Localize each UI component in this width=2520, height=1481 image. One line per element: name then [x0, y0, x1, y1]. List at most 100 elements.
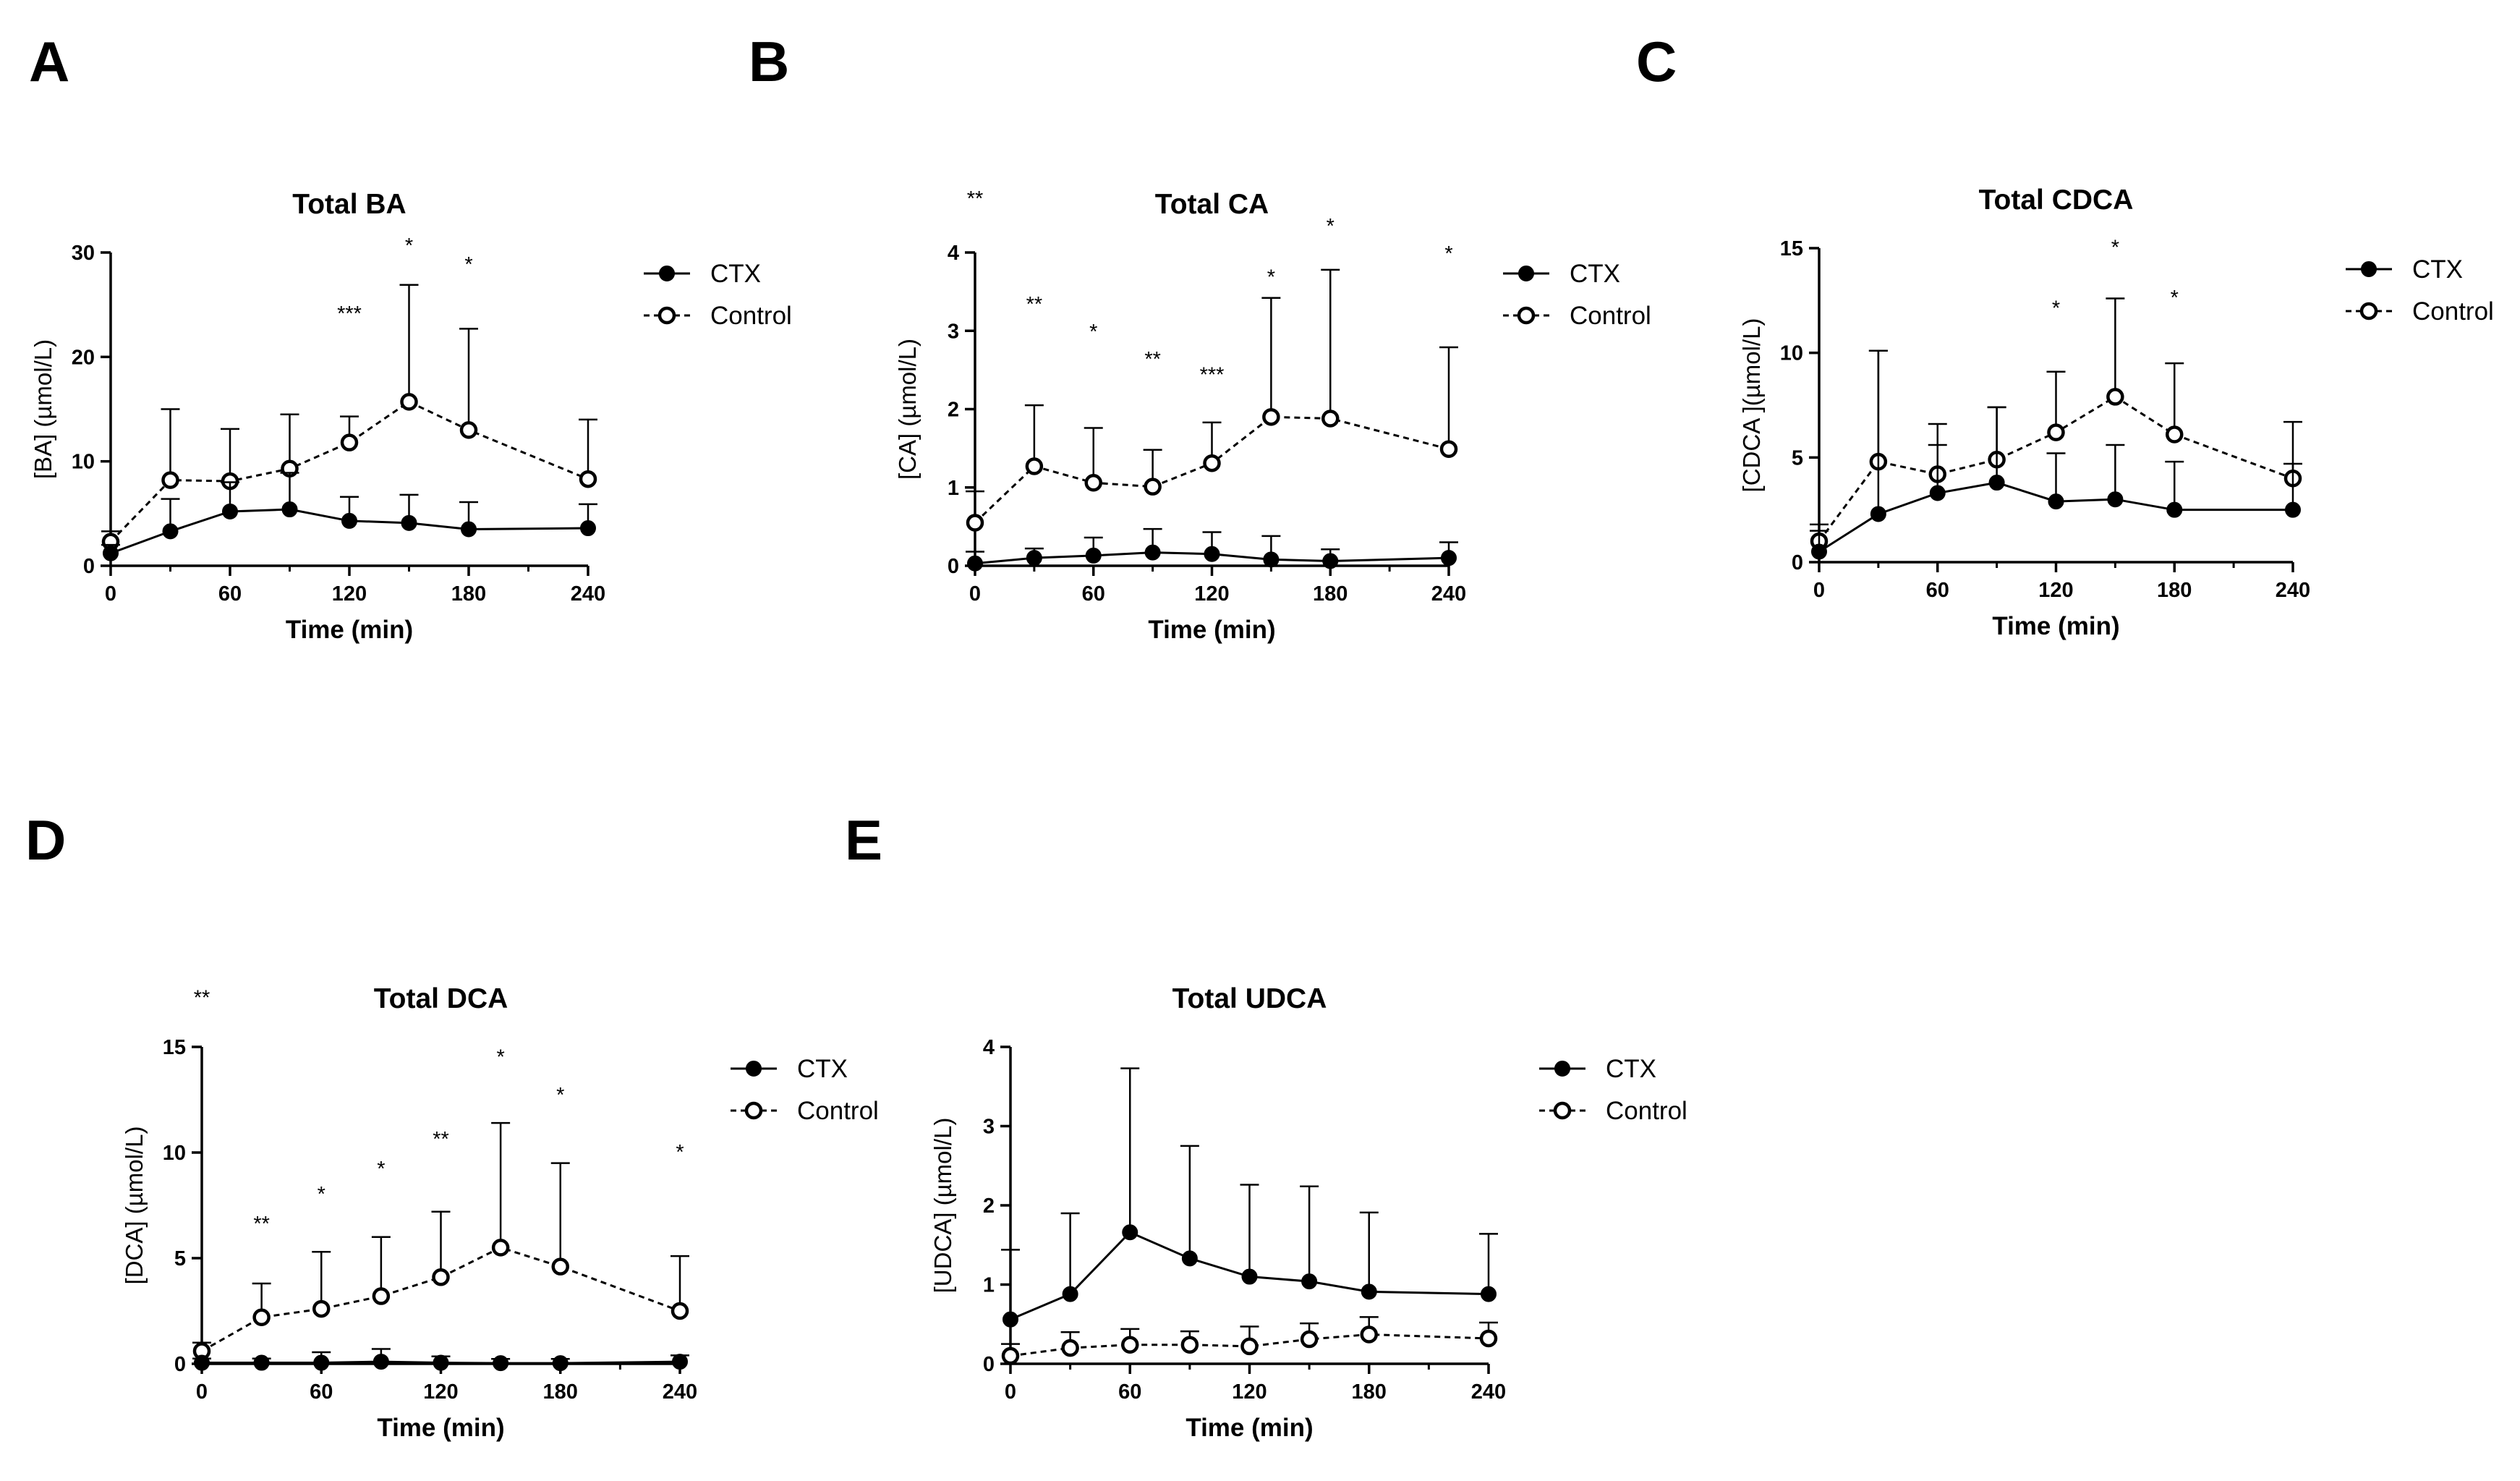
legend-label: CTX [710, 260, 761, 288]
series-ctx [1810, 349, 2302, 560]
data-point-ctx [401, 514, 417, 531]
chart-title: Total CA [1155, 189, 1269, 220]
y-tick-label: 0 [948, 555, 959, 578]
data-point-control [1203, 454, 1221, 472]
series-line-ctx [1818, 481, 2293, 553]
data-point-control [1439, 440, 1458, 458]
x-tick-label: 180 [451, 582, 486, 606]
data-point-control [252, 1308, 271, 1327]
series-ctx [1001, 1067, 1498, 1328]
legend-marker [2361, 261, 2377, 277]
x-tick-label: 120 [1194, 582, 1229, 606]
y-axis-label: [UDCA] (µmol/L) [929, 1118, 956, 1294]
legend-marker [1518, 266, 1534, 281]
x-tick-label: 0 [196, 1380, 208, 1404]
x-tick-label: 240 [571, 582, 605, 606]
data-point-control [2106, 388, 2124, 406]
data-point-control [340, 433, 359, 451]
legend-entry-control: Control [2346, 297, 2494, 326]
data-point-ctx [672, 1354, 688, 1370]
data-point-ctx [1062, 1286, 1078, 1302]
x-tick-label: 0 [969, 582, 981, 606]
legend-label: Control [1606, 1097, 1687, 1125]
legend-label: CTX [1570, 260, 1620, 288]
significance-marker: ** [967, 187, 984, 211]
y-tick-label: 0 [1792, 551, 1803, 574]
x-tick-label: 180 [2157, 579, 2192, 602]
significance-marker: * [1089, 321, 1097, 344]
y-tick-label: 0 [83, 555, 95, 578]
legend-entry-ctx: CTX [2346, 255, 2463, 284]
data-point-ctx [1322, 553, 1339, 569]
y-tick-label: 15 [1780, 237, 1803, 260]
data-point-ctx [1263, 551, 1280, 568]
legend-label: Control [797, 1097, 879, 1125]
x-tick-label: 240 [1431, 582, 1466, 606]
y-tick-label: 5 [1792, 446, 1803, 470]
legend-label: Control [710, 302, 792, 330]
series-line-ctx [110, 508, 589, 555]
data-point-control [1360, 1325, 1378, 1344]
y-axis-label: [DCA] (µmol/L) [121, 1126, 148, 1285]
data-point-control [2166, 425, 2184, 444]
series-ctx [966, 527, 1458, 572]
data-point-ctx [1181, 1250, 1198, 1267]
legend-entry-ctx: CTX [644, 260, 761, 288]
legend-marker [2359, 302, 2378, 321]
y-tick-label: 1 [983, 1274, 995, 1297]
series-line-ctx [974, 551, 1450, 565]
chart-title: Total DCA [374, 983, 508, 1014]
y-tick-label: 3 [983, 1116, 995, 1139]
data-point-control [312, 1299, 331, 1318]
data-point-ctx [1811, 543, 1827, 560]
data-point-control [459, 421, 478, 439]
data-point-control [1262, 408, 1280, 426]
significance-marker: * [496, 1045, 504, 1069]
data-point-control [551, 1257, 569, 1276]
x-axis-label: Time (min) [1185, 1414, 1313, 1442]
data-point-control [1084, 474, 1102, 492]
data-point-ctx [552, 1355, 569, 1372]
x-tick-label: 120 [423, 1380, 458, 1404]
significance-marker: ** [253, 1213, 270, 1236]
significance-marker: *** [1200, 364, 1225, 387]
x-tick-label: 0 [1813, 579, 1825, 602]
y-tick-label: 4 [983, 1036, 995, 1059]
significance-marker: * [1327, 215, 1335, 238]
data-point-ctx [103, 545, 119, 561]
x-tick-label: 60 [1926, 579, 1949, 602]
data-point-ctx [1361, 1283, 1377, 1300]
y-axis-label: [CDCA ](µmol/L) [1738, 318, 1765, 493]
chart-panel-a: A Total BA 0 10 20 30 0 60 120 180 240 Time (min) [B… [29, 30, 792, 644]
significance-marker: * [377, 1158, 385, 1181]
panel-label: D [25, 808, 66, 872]
x-tick-label: 60 [218, 582, 242, 606]
data-point-control [2047, 423, 2065, 441]
data-point-ctx [341, 512, 357, 529]
y-tick-label: 3 [948, 320, 959, 343]
data-point-control [1001, 1346, 1020, 1365]
legend-entry-control: Control [1503, 302, 1651, 330]
x-axis-label: Time (min) [286, 616, 413, 644]
data-point-ctx [967, 555, 983, 572]
data-point-control [1121, 1336, 1139, 1354]
data-point-control [1321, 409, 1340, 428]
data-point-ctx [1003, 1311, 1018, 1328]
data-point-ctx [1122, 1224, 1138, 1241]
legend-label: CTX [797, 1055, 848, 1083]
data-point-ctx [1144, 544, 1161, 561]
significance-marker: * [1267, 266, 1275, 289]
y-tick-label: 10 [163, 1142, 186, 1165]
x-tick-label: 120 [2038, 579, 2073, 602]
x-tick-label: 120 [332, 582, 367, 606]
legend-label: Control [2412, 297, 2494, 326]
significance-marker: * [2111, 237, 2119, 260]
legend-label: Control [1570, 302, 1651, 330]
data-point-control [161, 471, 179, 489]
significance-marker: ** [1144, 348, 1161, 371]
data-point-control [1025, 457, 1044, 475]
data-point-ctx [253, 1354, 270, 1371]
x-tick-label: 180 [543, 1380, 578, 1404]
data-point-control [966, 514, 984, 532]
